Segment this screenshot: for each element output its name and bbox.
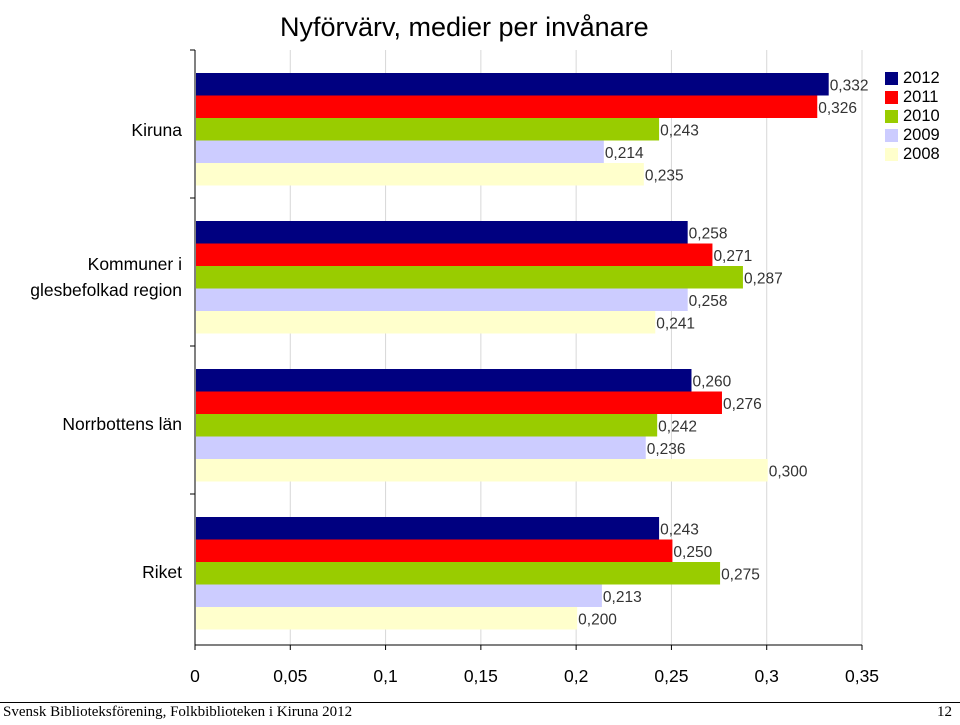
chart-legend: 2012 2011 2010 2009 2008 — [885, 69, 940, 164]
data-label: 0,287 — [744, 270, 783, 287]
legend-item-2010: 2010 — [885, 107, 940, 126]
data-label: 0,332 — [830, 77, 869, 94]
bar-2012 — [196, 221, 688, 244]
bar-2009 — [196, 436, 646, 459]
data-label: 0,276 — [723, 396, 762, 413]
data-label: 0,242 — [658, 418, 697, 435]
legend-item-2011: 2011 — [885, 88, 940, 107]
x-tick-label: 0 — [190, 666, 200, 686]
data-label: 0,236 — [647, 441, 686, 458]
x-tick-label: 0,1 — [373, 666, 397, 686]
legend-label: 2008 — [903, 145, 940, 163]
footer-divider — [0, 702, 960, 703]
bar-2011 — [196, 391, 722, 414]
data-label: 0,243 — [660, 521, 699, 538]
category-label: Norrbottens län — [62, 414, 182, 434]
page-number: 12 — [937, 704, 952, 720]
bar-2008 — [196, 163, 644, 186]
chart-plot: 0 0,05 0,1 0,15 0,2 0,25 0,3 0,35 0,332 0,326 0,24… — [30, 49, 879, 686]
data-label: 0,200 — [578, 611, 617, 628]
data-label: 0,260 — [692, 373, 731, 390]
data-label: 0,271 — [713, 248, 752, 265]
data-label: 0,326 — [818, 100, 857, 117]
category-label: Riket — [142, 562, 182, 582]
category-label: Kiruna — [131, 120, 182, 140]
chart-title: Nyförvärv, medier per invånare — [280, 12, 649, 42]
bar-2011 — [196, 243, 713, 266]
legend-label: 2011 — [903, 88, 939, 106]
category-label: Kommuner i — [88, 254, 182, 274]
data-label: 0,258 — [689, 225, 728, 242]
bar-2008 — [196, 311, 656, 334]
x-tick-label: 0,2 — [564, 666, 588, 686]
legend-label: 2010 — [903, 107, 940, 125]
data-label: 0,300 — [769, 463, 808, 480]
data-label: 0,241 — [656, 315, 695, 332]
x-tick-label: 0,05 — [273, 666, 307, 686]
bar-2009 — [196, 140, 604, 163]
bar-2009 — [196, 288, 688, 311]
legend-item-2008: 2008 — [885, 145, 940, 164]
bar-2012 — [196, 369, 692, 392]
data-label: 0,235 — [645, 167, 684, 184]
footer-text: Svensk Biblioteksförening, Folkbibliotek… — [3, 704, 353, 720]
legend-swatch — [885, 148, 898, 161]
legend-label: 2012 — [903, 69, 940, 87]
x-tick-label: 0,25 — [654, 666, 688, 686]
x-tick-label: 0,3 — [755, 666, 779, 686]
legend-item-2009: 2009 — [885, 126, 940, 145]
data-label: 0,214 — [605, 145, 644, 162]
bar-2010 — [196, 118, 660, 141]
x-tick-label: 0,15 — [464, 666, 498, 686]
legend-label: 2009 — [903, 126, 940, 144]
legend-item-2012: 2012 — [885, 69, 940, 88]
legend-swatch — [885, 129, 898, 142]
bar-2012 — [196, 517, 660, 540]
bar-2010 — [196, 414, 658, 437]
data-label: 0,213 — [603, 589, 642, 606]
bar-2011 — [196, 539, 673, 562]
legend-swatch — [885, 110, 898, 123]
data-label: 0,250 — [673, 544, 712, 561]
data-label: 0,243 — [660, 122, 699, 139]
legend-swatch — [885, 91, 898, 104]
bar-2011 — [196, 95, 818, 118]
data-label: 0,275 — [721, 566, 760, 583]
data-label: 0,258 — [689, 293, 728, 310]
bar-2010 — [196, 266, 743, 289]
bar-2010 — [196, 562, 721, 585]
legend-swatch — [885, 72, 898, 85]
bar-2012 — [196, 73, 829, 96]
x-tick-label: 0,35 — [845, 666, 879, 686]
bar-2009 — [196, 584, 602, 607]
category-label: glesbefolkad region — [30, 280, 182, 300]
bar-2008 — [196, 459, 768, 482]
bar-2008 — [196, 607, 578, 630]
